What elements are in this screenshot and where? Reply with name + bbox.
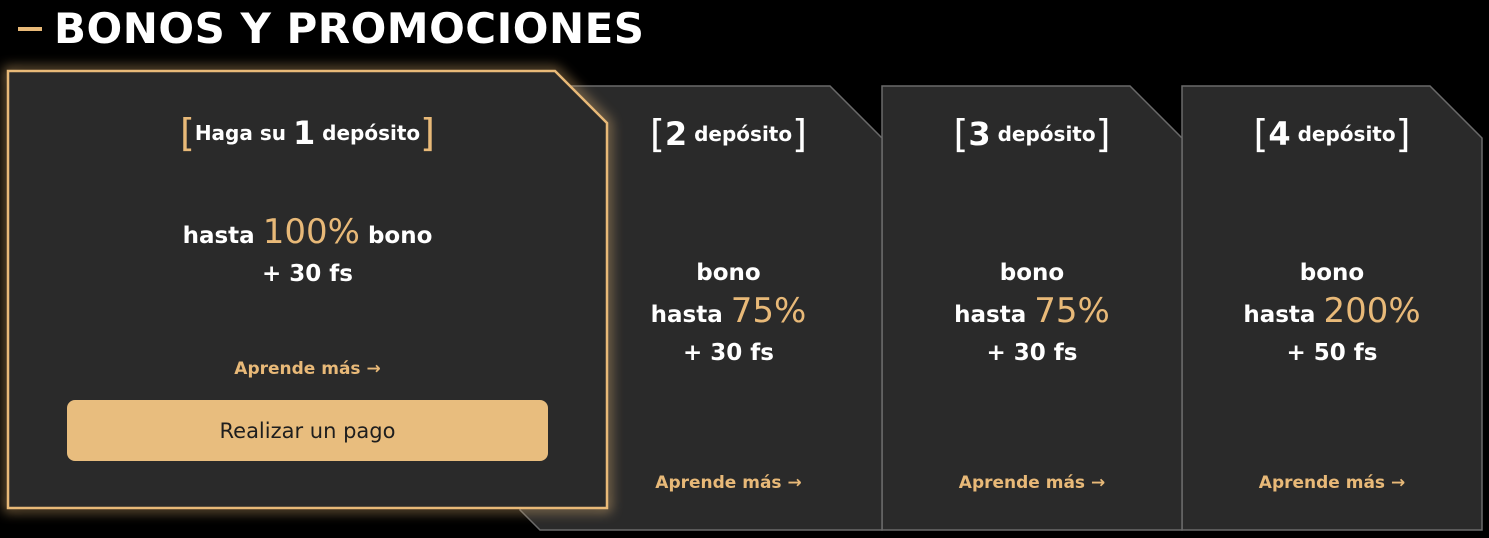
bonus-percent: 100% <box>262 212 360 252</box>
promo-card-2: [2 depósito] bono hasta 75% + 30 fs Apre… <box>575 86 882 530</box>
card-heading: [2 depósito] <box>650 112 807 156</box>
learn-more-link[interactable]: Aprende más → <box>234 359 381 379</box>
bonus-percent: 200% <box>1323 291 1421 331</box>
bonus-description: bono hasta 75% + 30 fs <box>954 260 1110 366</box>
bonus-description: bono hasta 75% + 30 fs <box>650 260 807 366</box>
learn-more-link[interactable]: Aprende más → <box>655 473 802 493</box>
page-title: BONOS Y PROMOCIONES <box>54 4 645 53</box>
bonus-description: hasta 100% bono + 30 fs <box>182 212 433 287</box>
card-1-shape <box>6 69 609 510</box>
section-header: BONOS Y PROMOCIONES <box>18 4 645 53</box>
card-heading: [4 depósito] <box>1253 112 1411 156</box>
learn-more-link[interactable]: Aprende más → <box>958 473 1106 493</box>
bonus-percent: 75% <box>1034 291 1110 331</box>
card-heading: [3 depósito] <box>953 112 1111 156</box>
promo-card-4: [4 depósito] bono hasta 200% + 50 fs Apr… <box>1182 86 1482 530</box>
promo-card-1: [Haga su 1 depósito] hasta 100% bono + 3… <box>8 71 607 508</box>
bonus-description: bono hasta 200% + 50 fs <box>1243 260 1421 366</box>
card-heading: [Haga su 1 depósito] <box>179 111 435 155</box>
promo-card-3: [3 depósito] bono hasta 75% + 30 fs Apre… <box>882 86 1182 530</box>
learn-more-link[interactable]: Aprende más → <box>1258 473 1406 493</box>
bonus-percent: 75% <box>730 291 807 331</box>
make-payment-button[interactable]: Realizar un pago <box>67 400 548 461</box>
title-dash <box>18 26 42 31</box>
